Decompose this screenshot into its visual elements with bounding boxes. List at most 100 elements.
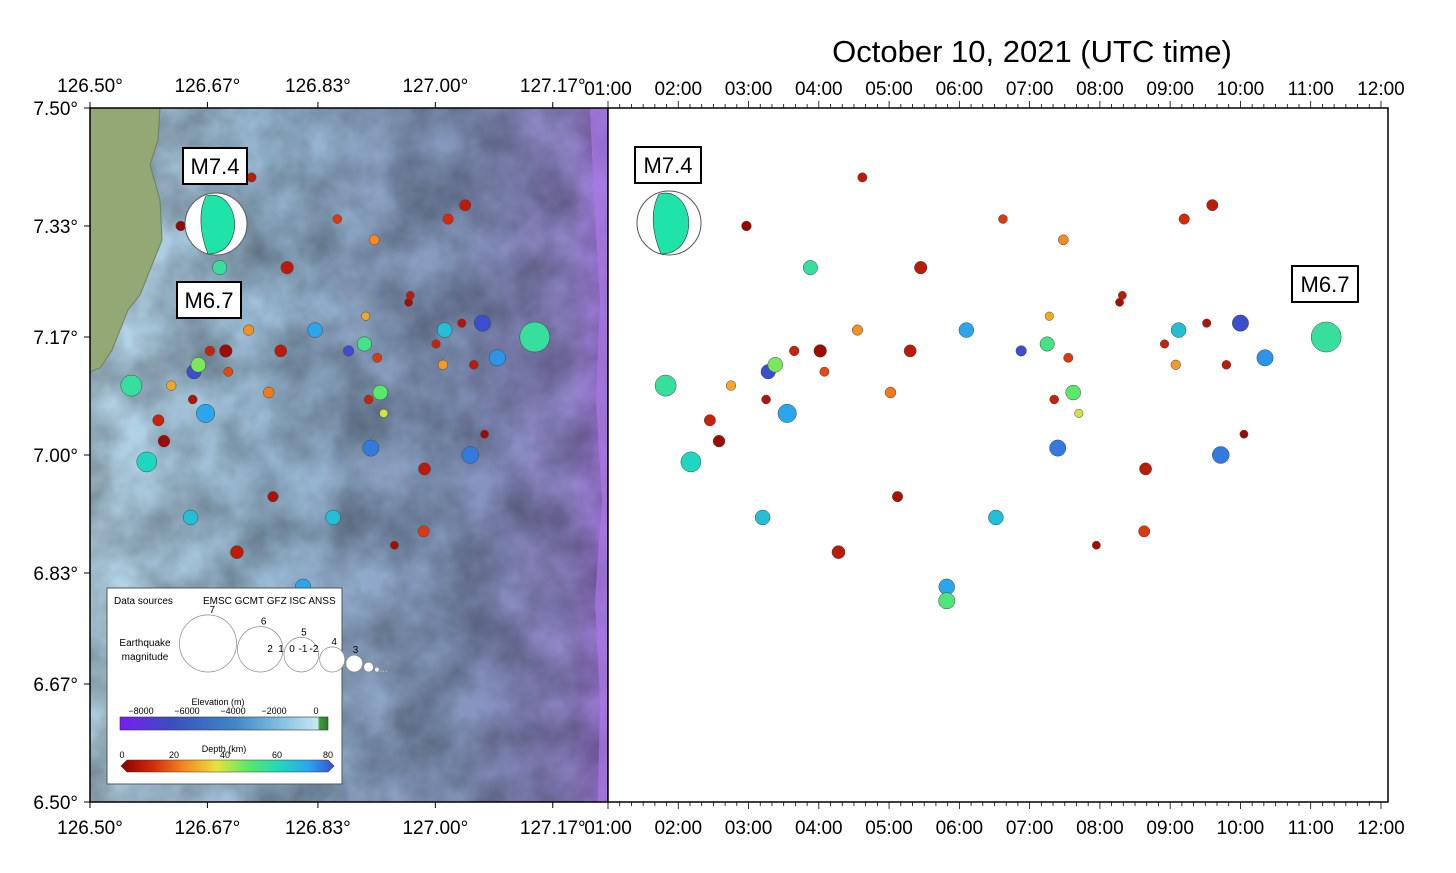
legend-elevation-tick: −6000 <box>174 706 199 716</box>
time-label-top: 10:00 <box>1217 79 1265 100</box>
legend-magnitude-circle <box>319 646 346 673</box>
event-marker <box>356 336 372 352</box>
event-marker <box>166 380 177 391</box>
legend-magnitude-label: -1 <box>299 644 308 655</box>
coastline-land <box>90 108 163 373</box>
legend-depth-tick: 0 <box>119 750 124 760</box>
event-marker <box>368 234 380 246</box>
lat-label: 7.00° <box>33 446 78 467</box>
event-marker <box>998 214 1008 224</box>
event-marker <box>1170 322 1187 338</box>
legend-magnitude-circle <box>237 626 284 673</box>
event-marker <box>1039 336 1055 352</box>
legend-magnitude-label: 5 <box>301 627 307 638</box>
event-marker <box>1049 439 1067 457</box>
event-marker <box>431 339 441 349</box>
event-marker <box>488 349 506 367</box>
lat-label: 6.67° <box>33 675 78 696</box>
legend-depth-bar <box>120 759 335 773</box>
event-marker <box>741 220 752 232</box>
event-marker <box>819 366 830 377</box>
event-marker <box>1139 462 1152 476</box>
event-marker <box>190 357 207 373</box>
event-marker <box>136 451 158 473</box>
trench-edge <box>590 108 608 802</box>
event-marker <box>519 321 551 353</box>
event-marker <box>1065 384 1081 401</box>
event-marker <box>243 324 255 336</box>
time-label-top: 02:00 <box>654 79 702 100</box>
time-label-top: 04:00 <box>795 79 843 100</box>
event-marker <box>754 509 771 526</box>
legend-elevation-tick: −4000 <box>220 706 245 716</box>
event-marker <box>725 380 737 391</box>
event-marker <box>777 403 797 423</box>
event-marker <box>1256 349 1274 367</box>
event-marker <box>188 394 198 405</box>
time-label-bottom: 01:00 <box>584 818 632 839</box>
event-marker <box>1063 352 1074 363</box>
legend-depth-tick: 80 <box>323 750 333 760</box>
time-axes: 01:00 01:00 02:00 02:00 03:00 03:00 04:00 04:00… <box>584 79 1405 839</box>
legend-magnitude-circle <box>374 666 380 673</box>
time-label-bottom: 11:00 <box>1288 818 1334 839</box>
legend-magnitude-circle <box>179 614 237 673</box>
event-marker <box>230 545 244 559</box>
event-marker <box>1239 429 1249 439</box>
lat-label: 6.50° <box>33 793 78 814</box>
event-marker <box>473 314 491 332</box>
legend-box: Data sources EMSC GCMT GFZ ISC ANSS Eart… <box>106 587 388 785</box>
lon-label-bottom: 126.67° <box>175 818 241 839</box>
event-marker <box>903 344 917 358</box>
event-marker <box>1170 359 1181 370</box>
event-marker <box>988 509 1004 526</box>
event-marker <box>469 360 479 370</box>
lon-label-top: 127.00° <box>402 76 468 97</box>
annotation-map-m67: M6.7 <box>176 281 242 319</box>
event-marker <box>363 394 374 405</box>
time-label-top: 09:00 <box>1146 79 1194 100</box>
event-marker <box>1206 199 1219 212</box>
legend-magnitude-label: 2 <box>267 644 273 655</box>
time-panel: 01:00 01:00 02:00 02:00 03:00 03:00 04:00 04:00… <box>584 79 1405 839</box>
event-marker <box>1160 339 1170 349</box>
event-marker <box>851 324 863 336</box>
event-marker <box>390 540 399 550</box>
event-marker <box>418 462 431 476</box>
event-marker <box>480 429 489 439</box>
time-label-top: 01:00 <box>584 79 632 100</box>
event-marker <box>884 386 897 399</box>
lon-label-bottom: 127.00° <box>402 818 468 839</box>
legend-depth-tick: 20 <box>169 750 179 760</box>
focal-mechanism-icon <box>184 192 248 256</box>
time-label-bottom: 10:00 <box>1217 818 1265 839</box>
lat-label: 7.33° <box>33 217 78 238</box>
event-marker <box>831 545 846 559</box>
legend-depth-title: Depth (km) <box>202 744 247 754</box>
lon-label-bottom: 126.50° <box>57 818 123 839</box>
event-marker <box>938 592 956 610</box>
event-marker <box>1074 408 1084 418</box>
time-label-top: 05:00 <box>865 79 913 100</box>
event-marker <box>152 414 165 427</box>
event-marker <box>857 172 868 183</box>
event-marker <box>680 451 702 473</box>
legend-sources-label: Data sources <box>114 596 173 607</box>
legend-mag-title-2: magnitude <box>122 652 169 663</box>
legend-magnitude-circle <box>385 670 388 673</box>
legend-magnitude-label: 6 <box>261 617 267 628</box>
legend-magnitude-label: -2 <box>310 644 319 655</box>
legend-magnitude-label: 0 <box>289 644 295 655</box>
lat-label: 7.50° <box>33 99 78 120</box>
event-marker <box>204 345 215 357</box>
event-marker <box>1138 525 1151 538</box>
event-marker <box>654 374 677 397</box>
event-marker <box>274 344 288 358</box>
event-marker <box>914 261 928 275</box>
lon-label-top: 126.67° <box>175 76 241 97</box>
event-marker <box>789 345 800 357</box>
legend-magnitude-label: 4 <box>331 637 337 648</box>
event-marker <box>461 446 480 464</box>
event-marker <box>262 386 275 399</box>
